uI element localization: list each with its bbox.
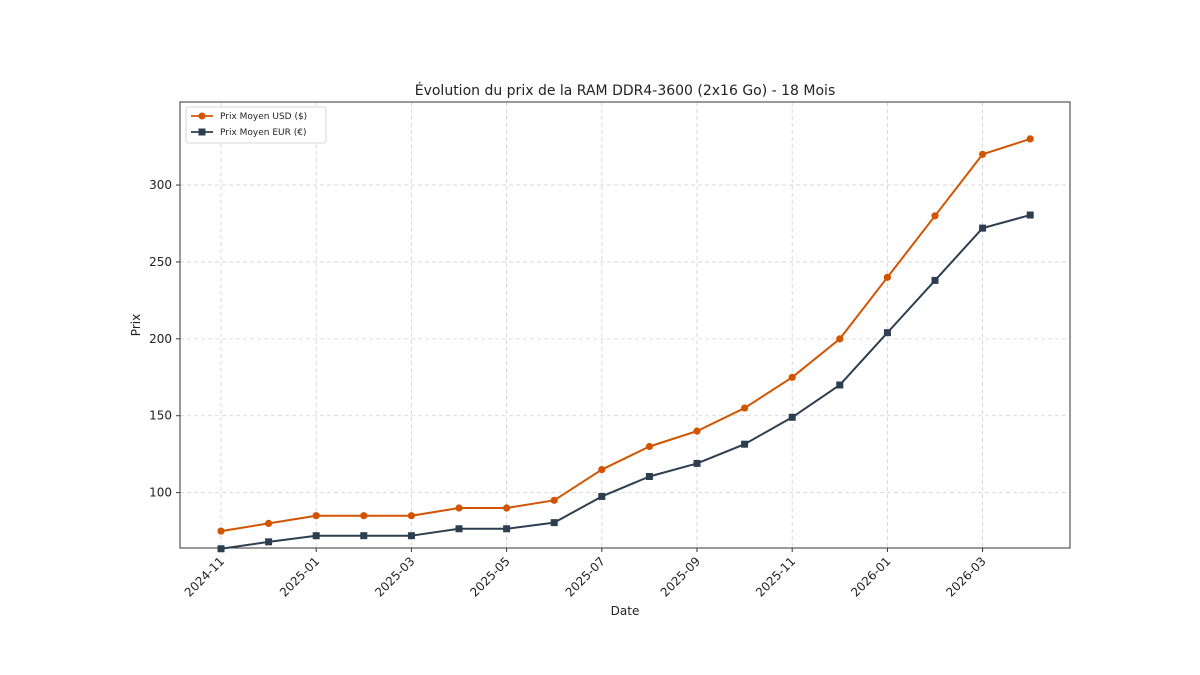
x-tick-label: 2026-03 bbox=[943, 554, 988, 599]
y-tick-label: 300 bbox=[149, 178, 172, 192]
data-point bbox=[598, 465, 606, 474]
data-point bbox=[836, 381, 844, 389]
series-eur bbox=[217, 211, 1034, 553]
x-tick-label: 2025-09 bbox=[658, 554, 703, 599]
x-tick-label: 2024-11 bbox=[182, 554, 227, 599]
data-point bbox=[741, 440, 749, 448]
data-point bbox=[1026, 211, 1034, 219]
data-point bbox=[407, 512, 415, 520]
data-point bbox=[217, 527, 225, 535]
legend-marker-usd bbox=[198, 112, 206, 120]
data-point bbox=[693, 427, 701, 435]
data-point bbox=[360, 532, 368, 540]
data-point bbox=[265, 519, 273, 527]
series-usd bbox=[217, 135, 1034, 535]
data-point bbox=[503, 525, 511, 533]
x-axis-label: Date bbox=[611, 604, 640, 618]
x-tick-label: 2025-05 bbox=[467, 554, 512, 599]
chart-title: Évolution du prix de la RAM DDR4-3600 (2… bbox=[415, 82, 836, 99]
data-point bbox=[503, 504, 511, 512]
x-tick-label: 2025-03 bbox=[372, 554, 417, 599]
series-line bbox=[220, 137, 1031, 533]
legend-box bbox=[185, 106, 327, 144]
data-point bbox=[788, 413, 796, 421]
series bbox=[217, 135, 1034, 553]
data-point bbox=[883, 273, 892, 281]
x-tick-label: 2025-07 bbox=[563, 554, 608, 599]
data-point bbox=[265, 538, 273, 546]
x-tick-label: 2025-01 bbox=[277, 554, 322, 599]
x-tick-label: 2025-11 bbox=[753, 554, 798, 599]
data-point bbox=[598, 492, 606, 500]
data-point bbox=[550, 496, 558, 504]
data-point bbox=[550, 519, 558, 527]
data-point bbox=[455, 525, 463, 533]
legend-label-eur: Prix Moyen EUR (€) bbox=[220, 128, 307, 138]
y-tick-label: 150 bbox=[149, 409, 172, 423]
data-point bbox=[1026, 135, 1034, 143]
y-tick-label: 200 bbox=[149, 332, 172, 346]
y-tick-label: 100 bbox=[149, 486, 172, 500]
data-point bbox=[217, 545, 225, 553]
data-point bbox=[407, 532, 415, 540]
data-point bbox=[883, 329, 891, 337]
legend: Prix Moyen USD ($) Prix Moyen EUR (€) bbox=[185, 106, 327, 144]
data-point bbox=[693, 459, 701, 467]
data-point bbox=[931, 276, 939, 284]
data-point bbox=[979, 224, 987, 232]
data-point bbox=[312, 532, 320, 540]
data-point bbox=[455, 504, 463, 512]
data-point bbox=[645, 442, 654, 451]
y-tick-label: 250 bbox=[149, 255, 172, 269]
data-point bbox=[312, 512, 320, 520]
series-line bbox=[220, 214, 1031, 550]
axis-ticks: 100 150 200 250 300 2024-11 2025-01 2025-03 2025… bbox=[149, 178, 989, 600]
y-axis-label: Prix bbox=[129, 314, 143, 336]
data-point bbox=[931, 212, 939, 220]
legend-marker-eur bbox=[198, 128, 206, 136]
x-tick-label: 2026-01 bbox=[848, 554, 893, 599]
data-point bbox=[836, 335, 844, 343]
data-point bbox=[741, 404, 749, 412]
data-point bbox=[360, 512, 368, 520]
legend-label-usd: Prix Moyen USD ($) bbox=[220, 112, 307, 122]
grid bbox=[180, 102, 1070, 548]
data-point bbox=[788, 373, 796, 381]
plot-frame bbox=[179, 101, 1071, 549]
data-point bbox=[645, 472, 653, 480]
data-point bbox=[979, 150, 987, 158]
